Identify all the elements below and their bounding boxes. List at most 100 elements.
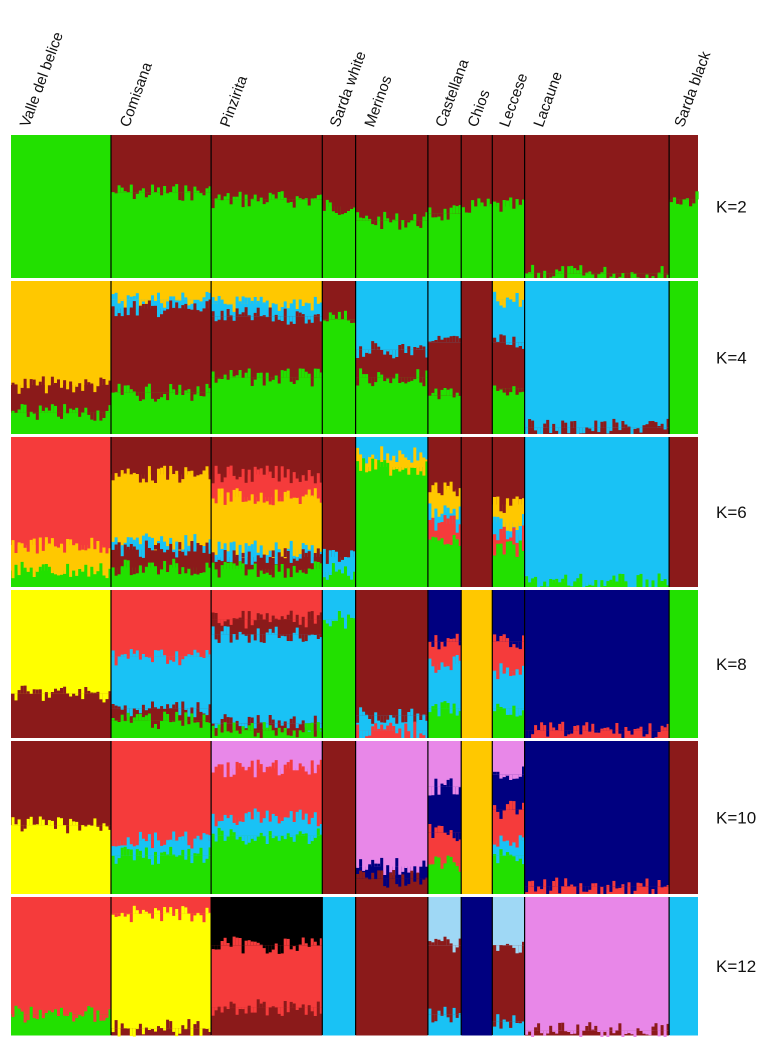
individual-jitter <box>422 377 426 387</box>
individual-jitter <box>356 447 360 455</box>
individual-jitter <box>29 379 33 386</box>
individual-jitter <box>368 715 372 719</box>
individual-jitter <box>141 909 145 914</box>
individual-jitter <box>138 656 142 660</box>
panel-population-block <box>111 590 212 739</box>
individual-jitter <box>178 855 182 856</box>
individual-jitter <box>522 837 526 841</box>
individual-jitter <box>651 730 655 739</box>
individual-jitter <box>356 724 360 731</box>
panel-population-block <box>322 281 357 435</box>
individual-jitter <box>241 726 245 731</box>
individual-jitter <box>259 817 263 823</box>
individual-jitter <box>265 549 269 556</box>
individual-jitter <box>262 634 266 643</box>
individual-jitter <box>208 299 212 309</box>
individual-jitter <box>657 272 661 274</box>
individual-jitter <box>205 907 209 914</box>
individual-jitter <box>144 911 148 914</box>
individual-jitter <box>639 573 643 583</box>
ancestry-segment <box>11 570 111 588</box>
individual-jitter <box>458 506 462 512</box>
individual-jitter <box>389 866 393 873</box>
individual-jitter <box>289 835 293 838</box>
individual-jitter <box>223 1006 227 1008</box>
individual-jitter <box>371 458 375 467</box>
individual-jitter <box>126 913 130 915</box>
individual-jitter <box>455 524 459 533</box>
individual-jitter <box>419 467 423 472</box>
individual-jitter <box>576 886 580 896</box>
individual-jitter <box>493 1021 497 1027</box>
individual-jitter <box>301 634 305 642</box>
individual-jitter <box>141 654 145 657</box>
individual-jitter <box>425 461 429 467</box>
individual-jitter <box>515 1021 519 1023</box>
individual-jitter <box>29 816 33 826</box>
individual-jitter <box>217 557 221 560</box>
individual-jitter <box>502 335 506 343</box>
ancestry-segment <box>427 281 462 343</box>
individual-jitter <box>334 551 338 557</box>
ancestry-segment <box>355 741 428 867</box>
individual-jitter <box>522 199 526 207</box>
ancestry-segment <box>427 542 462 588</box>
individual-jitter <box>138 542 142 545</box>
individual-jitter <box>443 505 447 512</box>
individual-jitter <box>238 370 242 378</box>
individual-jitter <box>543 581 547 583</box>
individual-jitter <box>187 549 191 552</box>
individual-jitter <box>163 907 167 914</box>
individual-jitter <box>205 188 209 193</box>
individual-jitter <box>250 557 254 565</box>
individual-jitter <box>543 879 547 887</box>
individual-jitter <box>238 817 242 822</box>
individual-jitter <box>499 1021 503 1029</box>
individual-jitter <box>344 310 347 320</box>
individual-jitter <box>84 564 88 571</box>
individual-jitter <box>588 886 592 890</box>
individual-jitter <box>280 303 284 307</box>
individual-jitter <box>250 377 254 386</box>
individual-jitter <box>268 945 272 953</box>
individual-jitter <box>522 514 526 523</box>
individual-jitter <box>502 809 506 811</box>
individual-jitter <box>117 542 121 550</box>
individual-jitter <box>166 839 170 841</box>
individual-jitter <box>208 186 212 193</box>
individual-jitter <box>365 349 369 353</box>
individual-jitter <box>229 497 233 502</box>
individual-jitter <box>265 465 269 475</box>
ancestry-segment <box>492 897 525 946</box>
ancestry-segment <box>427 590 462 643</box>
individual-jitter <box>289 316 293 322</box>
individual-jitter <box>220 619 224 626</box>
individual-jitter <box>41 410 45 413</box>
individual-jitter <box>325 557 329 564</box>
ancestry-segment <box>211 897 323 946</box>
individual-jitter <box>313 941 317 946</box>
individual-jitter <box>268 831 272 836</box>
individual-jitter <box>440 213 444 221</box>
individual-jitter <box>289 759 293 769</box>
individual-jitter <box>404 455 408 458</box>
individual-jitter <box>502 549 506 555</box>
individual-jitter <box>223 374 227 378</box>
individual-jitter <box>368 730 372 736</box>
individual-jitter <box>214 316 218 322</box>
individual-jitter <box>295 730 299 738</box>
individual-jitter <box>229 370 233 378</box>
individual-jitter <box>368 467 372 472</box>
individual-jitter <box>35 570 39 572</box>
panel-population-block <box>11 897 112 1036</box>
panel-population-block <box>492 590 526 739</box>
individual-jitter <box>283 835 287 840</box>
individual-jitter <box>386 725 390 731</box>
individual-jitter <box>26 570 30 572</box>
individual-jitter <box>32 538 36 545</box>
individual-jitter <box>419 715 423 720</box>
individual-jitter <box>211 297 215 304</box>
individual-jitter <box>564 730 568 737</box>
individual-jitter <box>253 557 257 562</box>
individual-jitter <box>654 582 658 591</box>
